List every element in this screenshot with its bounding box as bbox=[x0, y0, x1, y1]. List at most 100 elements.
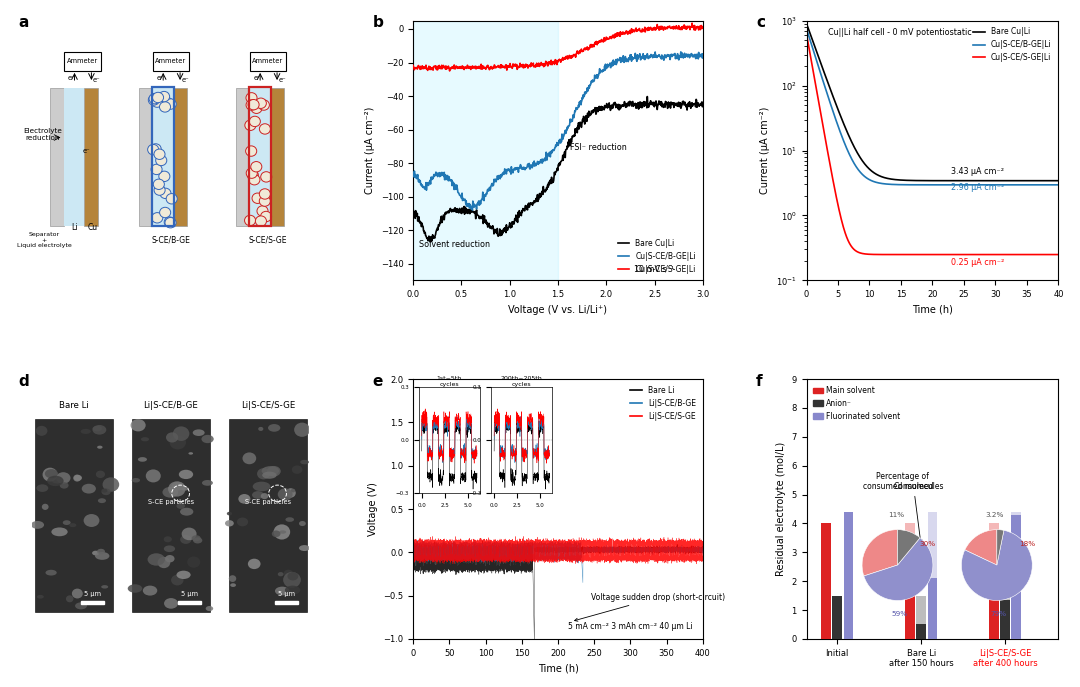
Ellipse shape bbox=[267, 466, 281, 477]
Bar bbox=[905, 523, 915, 584]
Ellipse shape bbox=[170, 436, 186, 449]
Circle shape bbox=[152, 92, 163, 102]
Circle shape bbox=[165, 218, 176, 228]
Ellipse shape bbox=[252, 491, 264, 499]
Bar bbox=[843, 512, 853, 639]
Wedge shape bbox=[964, 530, 997, 565]
Ellipse shape bbox=[278, 488, 293, 500]
Text: 30%: 30% bbox=[919, 541, 935, 547]
Circle shape bbox=[159, 171, 170, 181]
Ellipse shape bbox=[284, 570, 293, 576]
Ellipse shape bbox=[103, 477, 119, 492]
Ellipse shape bbox=[96, 471, 105, 478]
Bar bbox=[1000, 596, 1010, 600]
Ellipse shape bbox=[193, 537, 202, 543]
Ellipse shape bbox=[268, 424, 281, 431]
Circle shape bbox=[257, 206, 268, 216]
Ellipse shape bbox=[181, 486, 189, 491]
Ellipse shape bbox=[280, 530, 286, 534]
Ellipse shape bbox=[172, 482, 185, 491]
Ellipse shape bbox=[237, 517, 248, 526]
Ellipse shape bbox=[164, 545, 175, 552]
FancyBboxPatch shape bbox=[173, 88, 187, 226]
Circle shape bbox=[244, 215, 256, 225]
FancyBboxPatch shape bbox=[64, 88, 84, 226]
Bar bbox=[81, 601, 105, 604]
Circle shape bbox=[165, 99, 176, 109]
Ellipse shape bbox=[176, 504, 185, 509]
Ellipse shape bbox=[92, 551, 99, 555]
Ellipse shape bbox=[258, 427, 264, 431]
Ellipse shape bbox=[82, 484, 96, 493]
Text: Li: Li bbox=[71, 223, 78, 232]
Ellipse shape bbox=[166, 432, 178, 442]
Ellipse shape bbox=[158, 557, 171, 568]
Circle shape bbox=[151, 97, 163, 107]
Bar bbox=[132, 419, 211, 611]
Text: Electrolyte
reduction: Electrolyte reduction bbox=[24, 128, 63, 142]
Text: Voltage sudden drop (short-circuit): Voltage sudden drop (short-circuit) bbox=[575, 593, 725, 621]
Bar bbox=[1012, 512, 1022, 515]
Ellipse shape bbox=[253, 482, 270, 491]
Bar bbox=[833, 596, 842, 639]
Bar bbox=[928, 512, 937, 578]
Bar bbox=[1000, 600, 1010, 639]
Text: b: b bbox=[373, 15, 383, 30]
Ellipse shape bbox=[287, 572, 298, 581]
Text: Ammeter: Ammeter bbox=[253, 58, 283, 65]
Ellipse shape bbox=[229, 575, 237, 582]
Ellipse shape bbox=[239, 494, 251, 504]
Ellipse shape bbox=[56, 472, 70, 484]
Text: Percentage of
consumed molecules: Percentage of consumed molecules bbox=[863, 472, 943, 491]
Ellipse shape bbox=[81, 429, 91, 434]
FancyBboxPatch shape bbox=[270, 88, 284, 226]
Ellipse shape bbox=[260, 493, 268, 499]
Circle shape bbox=[156, 155, 166, 166]
Text: Separator
+
Liquid electrolyte: Separator + Liquid electrolyte bbox=[16, 232, 71, 249]
Circle shape bbox=[248, 100, 259, 110]
Text: 18%: 18% bbox=[1018, 541, 1035, 547]
Y-axis label: Voltage (V): Voltage (V) bbox=[368, 482, 378, 536]
Text: e⁻: e⁻ bbox=[93, 78, 100, 83]
Ellipse shape bbox=[73, 475, 82, 481]
Wedge shape bbox=[961, 530, 1032, 600]
Ellipse shape bbox=[98, 498, 106, 503]
Text: 59%: 59% bbox=[891, 611, 907, 618]
Ellipse shape bbox=[179, 470, 193, 479]
Ellipse shape bbox=[164, 598, 178, 609]
Text: e⁻: e⁻ bbox=[279, 78, 286, 83]
Ellipse shape bbox=[127, 584, 143, 593]
Ellipse shape bbox=[230, 583, 237, 587]
Ellipse shape bbox=[165, 555, 175, 563]
Ellipse shape bbox=[93, 426, 102, 431]
Circle shape bbox=[247, 170, 258, 180]
Ellipse shape bbox=[140, 437, 149, 441]
Circle shape bbox=[246, 100, 257, 110]
Wedge shape bbox=[997, 530, 1004, 565]
Text: S-CE particles: S-CE particles bbox=[148, 499, 194, 505]
Text: a: a bbox=[18, 15, 29, 30]
FancyBboxPatch shape bbox=[51, 88, 64, 226]
Ellipse shape bbox=[275, 587, 289, 596]
Ellipse shape bbox=[93, 425, 106, 435]
Bar bbox=[229, 419, 307, 611]
FancyBboxPatch shape bbox=[249, 52, 286, 71]
Ellipse shape bbox=[36, 426, 48, 436]
Text: Consumed: Consumed bbox=[893, 482, 934, 543]
Circle shape bbox=[260, 212, 271, 222]
Ellipse shape bbox=[162, 487, 178, 497]
Legend: Bare Li, Li|S-CE/B-GE, Li|S-CE/S-GE: Bare Li, Li|S-CE/B-GE, Li|S-CE/S-GE bbox=[627, 383, 699, 424]
Ellipse shape bbox=[72, 589, 83, 598]
Bar bbox=[916, 624, 927, 639]
Wedge shape bbox=[862, 530, 897, 576]
Text: S-CE/B-GE: S-CE/B-GE bbox=[151, 236, 190, 245]
Text: Li|S-CE/S-GE: Li|S-CE/S-GE bbox=[241, 401, 295, 409]
Circle shape bbox=[164, 217, 175, 227]
Ellipse shape bbox=[192, 429, 204, 436]
Ellipse shape bbox=[102, 585, 108, 589]
Ellipse shape bbox=[243, 453, 256, 464]
Ellipse shape bbox=[285, 517, 294, 522]
Circle shape bbox=[259, 196, 270, 206]
Circle shape bbox=[255, 216, 267, 226]
Ellipse shape bbox=[291, 488, 295, 493]
